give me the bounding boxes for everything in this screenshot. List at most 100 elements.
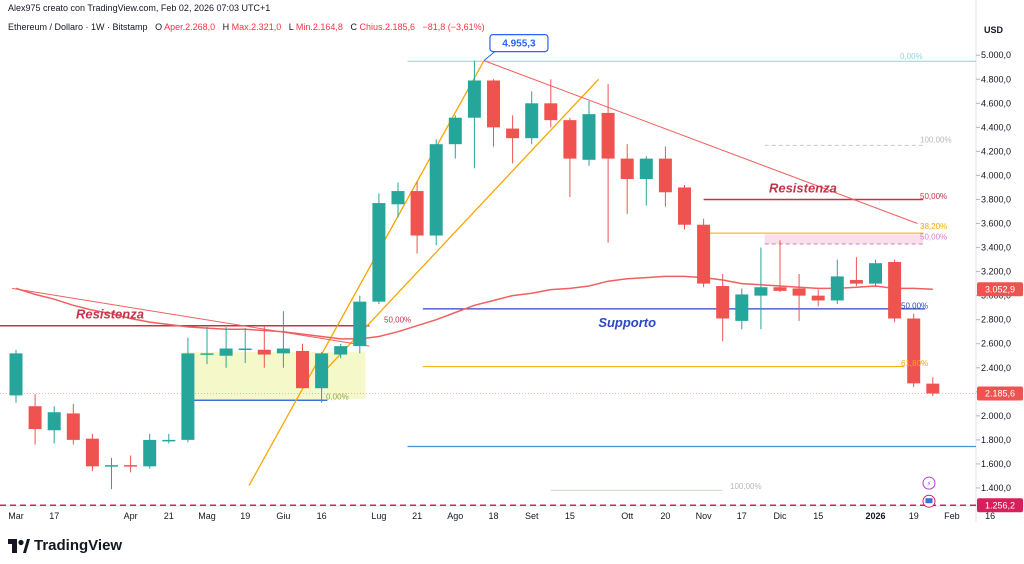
x-tick-label: 21 bbox=[164, 511, 174, 521]
x-tick-label: Mar bbox=[8, 511, 24, 521]
candle-body[interactable] bbox=[315, 353, 329, 389]
candle-body[interactable] bbox=[754, 287, 768, 296]
candle-body[interactable] bbox=[563, 120, 577, 159]
candle-body[interactable] bbox=[506, 128, 520, 139]
candle-body[interactable] bbox=[926, 383, 940, 394]
candle-body[interactable] bbox=[143, 439, 157, 467]
candle-body[interactable] bbox=[181, 353, 195, 440]
legend-close-label: C bbox=[350, 22, 357, 32]
x-tick-label: 19 bbox=[240, 511, 250, 521]
candle-body[interactable] bbox=[907, 318, 921, 384]
x-tick-label: 16 bbox=[985, 511, 995, 521]
fib-label-left-0: 0,00% bbox=[326, 393, 349, 402]
y-tick-label: 4.000,0 bbox=[981, 170, 1011, 180]
candle-body[interactable] bbox=[467, 80, 481, 118]
x-tick-label: Nov bbox=[696, 511, 713, 521]
candle-body[interactable] bbox=[85, 438, 99, 467]
legend-close: Chius.2.185,6 bbox=[359, 22, 416, 32]
candle-body[interactable] bbox=[811, 295, 825, 301]
trendline-left bbox=[12, 287, 370, 347]
x-tick-label: Feb bbox=[944, 511, 960, 521]
candle-body[interactable] bbox=[276, 348, 290, 354]
x-tick-label: 18 bbox=[488, 511, 498, 521]
candle-body[interactable] bbox=[28, 406, 42, 430]
candle-body[interactable] bbox=[544, 103, 558, 121]
legend-symbol[interactable]: Ethereum / Dollaro · 1W · Bitstamp bbox=[8, 22, 148, 32]
high-callout-label: 4.955,3 bbox=[502, 39, 536, 50]
y-tick-label: 1.800,0 bbox=[981, 435, 1011, 445]
tradingview-logo-icon bbox=[8, 538, 30, 553]
x-tick-label: 17 bbox=[737, 511, 747, 521]
legend-high: Max.2.321,0 bbox=[231, 22, 282, 32]
candle-body[interactable] bbox=[391, 191, 405, 205]
fib-label-right-50-pink: 50,00% bbox=[920, 233, 947, 242]
y-tick-label: 4.200,0 bbox=[981, 146, 1011, 156]
candle-body[interactable] bbox=[372, 203, 386, 302]
candle-body[interactable] bbox=[9, 353, 23, 396]
candle-body[interactable] bbox=[296, 350, 309, 389]
candle-body[interactable] bbox=[716, 286, 730, 319]
y-tick-label: 3.800,0 bbox=[981, 194, 1011, 204]
legend-open: Aper.2.268,0 bbox=[164, 22, 216, 32]
candle-body[interactable] bbox=[639, 158, 653, 180]
event-flag-glyph bbox=[925, 498, 933, 504]
x-tick-label: Giu bbox=[276, 511, 290, 521]
candle-body[interactable] bbox=[219, 348, 233, 356]
candle-body[interactable] bbox=[658, 158, 672, 193]
candle-body[interactable] bbox=[525, 103, 539, 139]
fib-label-right-100: 100,00% bbox=[920, 135, 952, 144]
candle-body[interactable] bbox=[162, 439, 176, 442]
symbol-legend: Ethereum / Dollaro · 1W · Bitstamp O Ape… bbox=[8, 22, 485, 32]
candle-body[interactable] bbox=[849, 280, 863, 284]
x-tick-label: Ott bbox=[621, 511, 634, 521]
high-callout-box bbox=[489, 34, 549, 53]
candle-body[interactable] bbox=[47, 412, 61, 431]
fib-label-right-382: 38,20% bbox=[920, 222, 947, 231]
candle-body[interactable] bbox=[124, 465, 138, 467]
y-tick-label: 2.800,0 bbox=[981, 315, 1011, 325]
currency-label: USD bbox=[984, 25, 1004, 35]
y-tick-label: 2.400,0 bbox=[981, 363, 1011, 373]
candle-body[interactable] bbox=[869, 263, 882, 284]
candle-body[interactable] bbox=[334, 346, 348, 355]
x-tick-label: Ago bbox=[447, 511, 463, 521]
price-chart[interactable]: Resistenza Resistenza Supporto 50,00% 0,00% 0… bbox=[0, 0, 1024, 530]
trendline-right bbox=[483, 60, 918, 224]
x-tick-label: Lug bbox=[371, 511, 386, 521]
candle-body[interactable] bbox=[353, 301, 367, 347]
candle-body[interactable] bbox=[697, 224, 711, 284]
y-tick-label: 4.800,0 bbox=[981, 74, 1011, 84]
candle-body[interactable] bbox=[257, 349, 271, 355]
legend-open-label: O bbox=[155, 22, 163, 32]
candle-body[interactable] bbox=[582, 114, 596, 160]
candle-body[interactable] bbox=[200, 353, 214, 355]
legend-low-label: L bbox=[288, 22, 294, 32]
y-tick-label: 4.400,0 bbox=[981, 122, 1011, 132]
last-price-tag-bg bbox=[977, 386, 1023, 401]
candle-body[interactable] bbox=[678, 187, 691, 225]
candle-body[interactable] bbox=[105, 465, 118, 467]
event-lightning-icon[interactable] bbox=[922, 476, 936, 490]
candle-body[interactable] bbox=[410, 191, 424, 236]
moving-average-line bbox=[15, 275, 933, 340]
legend-high-label: H bbox=[222, 22, 230, 32]
candle-body[interactable] bbox=[66, 413, 80, 440]
candle-body[interactable] bbox=[888, 261, 902, 319]
candle-body[interactable] bbox=[601, 112, 615, 159]
candle-body[interactable] bbox=[773, 287, 787, 291]
candle-body[interactable] bbox=[830, 276, 844, 301]
candle-body[interactable] bbox=[448, 117, 462, 145]
candle-body[interactable] bbox=[735, 294, 749, 321]
candle-body[interactable] bbox=[487, 80, 500, 128]
candle-body[interactable] bbox=[620, 158, 634, 180]
fib-label-right-618: 61,80% bbox=[901, 359, 928, 368]
x-tick-label: Set bbox=[525, 511, 539, 521]
x-tick-label: 19 bbox=[909, 511, 919, 521]
legend-change: −81,8 (−3,61%) bbox=[422, 22, 485, 32]
event-lightning-glyph: ⚡ bbox=[927, 480, 932, 488]
candle-body[interactable] bbox=[238, 348, 252, 351]
candle-body[interactable] bbox=[792, 288, 806, 296]
candle-body[interactable] bbox=[429, 144, 443, 236]
ascending-channel-upper bbox=[324, 78, 600, 371]
y-tick-label: 3.400,0 bbox=[981, 243, 1011, 253]
